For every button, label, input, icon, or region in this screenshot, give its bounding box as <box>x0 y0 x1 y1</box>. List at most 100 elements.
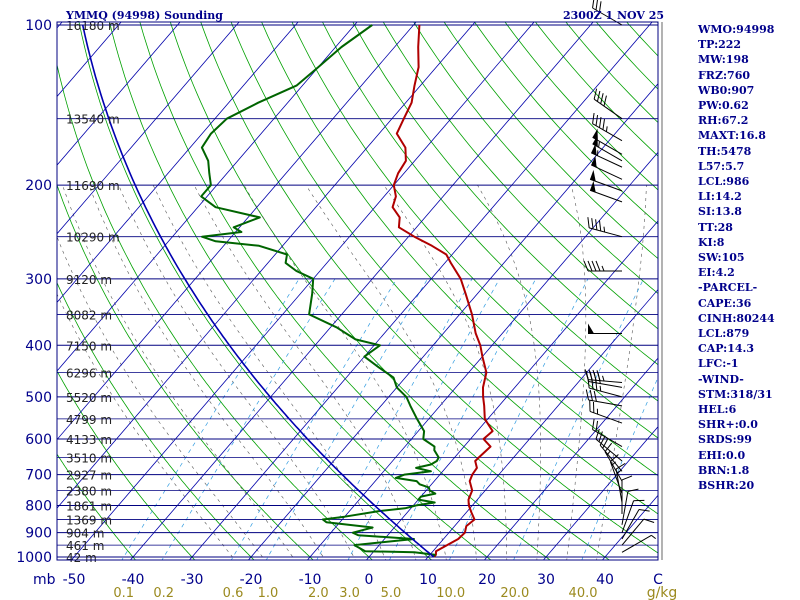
wind-barb <box>599 435 623 472</box>
index-line: SRDS:99 <box>698 433 752 447</box>
dry-adiabat <box>57 183 314 560</box>
moist-adiabat <box>477 184 541 560</box>
wind-barb <box>592 135 623 162</box>
height-label: 461 m <box>66 539 104 553</box>
wind-barb <box>588 323 622 334</box>
index-line: SHR+:0.0 <box>698 418 758 432</box>
temperature-tick-label: -20 <box>240 572 263 588</box>
moist-adiabat <box>57 235 266 560</box>
pressure-axis-label: mb <box>33 572 56 588</box>
dry-adiabat <box>57 370 196 560</box>
mixing-ratio-line <box>316 278 473 560</box>
temperature-profile <box>391 24 494 558</box>
isotherm <box>57 22 122 98</box>
index-line: LCL:879 <box>698 327 750 341</box>
indices-panel: WMO:94998 TP:222 MW:198 FRZ:760 WB0:907 PW:0.… <box>698 22 798 493</box>
index-line: -WIND- <box>698 372 744 386</box>
mixing-ratio-line <box>161 278 336 560</box>
wind-barb <box>621 475 633 514</box>
index-line: LCL:986 <box>698 175 750 189</box>
index-line: MAXT:16.8 <box>698 129 766 143</box>
wind-barb <box>593 88 623 120</box>
mixing-ratio-line <box>389 278 537 560</box>
index-line: CAPE:36 <box>698 296 752 310</box>
height-label: 11690 m <box>66 179 120 193</box>
isotherm <box>483 357 658 560</box>
index-line: TP:222 <box>698 38 742 52</box>
dry-adiabat <box>57 281 255 560</box>
mixing-ratio-label: 0.6 <box>223 586 244 600</box>
parcel-path <box>81 24 435 558</box>
moist-adiabat <box>243 184 447 560</box>
pressure-tick-label: 300 <box>25 272 52 288</box>
wind-barb <box>589 400 623 424</box>
dewpoint-profile <box>200 24 440 558</box>
wind-barb <box>592 112 623 142</box>
wind-barb <box>587 217 623 238</box>
isotherm <box>57 22 299 303</box>
pressure-tick-label: 100 <box>25 18 52 34</box>
mixing-ratio-label: 0.2 <box>153 586 174 600</box>
pressure-tick-label: 600 <box>25 432 52 448</box>
mixing-ratio-label: 2.0 <box>308 586 329 600</box>
index-line: WMO:94998 <box>698 23 775 36</box>
height-label: 2380 m <box>66 485 112 499</box>
height-label: 1861 m <box>66 499 112 513</box>
index-line: L57:5.7 <box>698 159 745 173</box>
temperature-tick-label: 10 <box>419 572 437 588</box>
moist-adiabat <box>152 184 386 560</box>
wind-barb <box>589 169 623 192</box>
moist-adiabat <box>305 184 477 560</box>
wind-barb <box>621 488 639 525</box>
moist-adiabat <box>118 184 356 560</box>
mixing-ratio-label: 3.0 <box>339 586 360 600</box>
wind-barb <box>583 260 622 272</box>
wind-barb <box>589 180 623 203</box>
wind-barb <box>615 462 626 503</box>
pressure-tick-label: 400 <box>25 338 52 354</box>
moist-adiabat <box>62 185 296 560</box>
isotherm <box>57 22 417 441</box>
temperature-tick-label: 30 <box>537 572 555 588</box>
index-line: SI:13.8 <box>698 205 742 219</box>
isotherm <box>424 288 658 560</box>
pressure-tick-label: 800 <box>25 498 52 514</box>
isotherm <box>306 151 658 560</box>
wind-barb <box>604 442 623 482</box>
wind-barb <box>587 377 623 398</box>
pressure-tick-label: 500 <box>25 390 52 406</box>
wind-barb <box>590 155 623 180</box>
wind-barb <box>609 454 623 494</box>
index-line: WB0:907 <box>698 83 755 97</box>
index-line: PW:0.62 <box>698 99 749 113</box>
height-label: 5520 m <box>66 391 112 405</box>
height-label: 6296 m <box>66 367 112 381</box>
wind-barb <box>621 499 645 533</box>
mixing-ratio-line <box>121 278 300 560</box>
wind-barb <box>590 143 623 168</box>
mixing-ratio-line <box>230 278 397 560</box>
isotherm <box>365 220 658 560</box>
height-label: 42 m <box>66 551 97 565</box>
index-line: -PARCEL- <box>698 281 758 295</box>
moist-adiabat <box>596 185 647 560</box>
index-line: TH:5478 <box>698 144 752 158</box>
pressure-tick-label: 1000 <box>16 550 52 566</box>
index-line: STM:318/31 <box>698 387 773 401</box>
height-label: 10290 m <box>66 231 120 245</box>
isotherm <box>57 22 181 166</box>
dry-adiabat <box>57 453 137 560</box>
isotherm <box>188 22 653 560</box>
index-line: BRN:1.8 <box>698 463 750 477</box>
isotherm <box>57 22 240 235</box>
wind-barb <box>592 418 623 447</box>
index-line: HEL:6 <box>698 403 737 417</box>
pressure-tick-label: 700 <box>25 468 52 484</box>
index-line: EI:4.2 <box>698 266 735 280</box>
moist-adiabat <box>566 185 587 560</box>
height-label: 13540 m <box>66 113 120 127</box>
height-label: 7150 m <box>66 339 112 353</box>
dry-adiabat <box>139 22 551 560</box>
temperature-tick-label: 40 <box>596 572 614 588</box>
index-line: MW:198 <box>698 53 749 67</box>
